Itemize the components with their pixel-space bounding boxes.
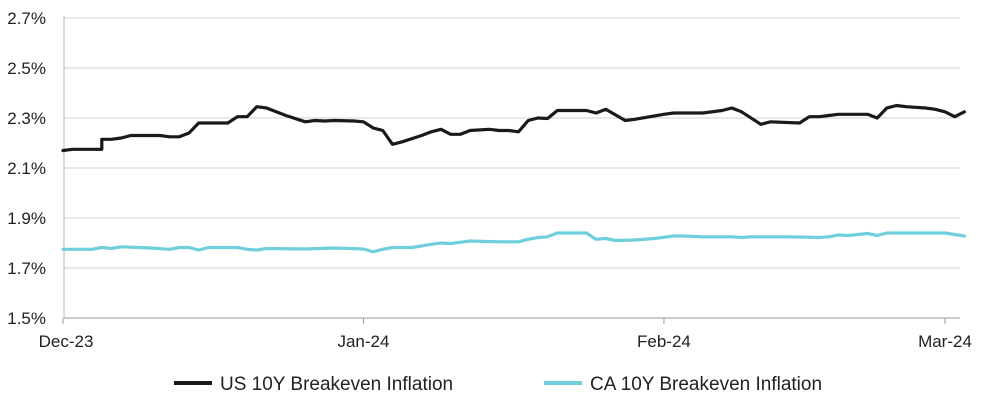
- x-tick-label: Feb-24: [637, 332, 691, 351]
- y-tick-label: 1.5%: [7, 309, 46, 328]
- y-tick-label: 1.7%: [7, 259, 46, 278]
- y-tick-label: 2.1%: [7, 159, 46, 178]
- y-tick-label: 2.7%: [7, 9, 46, 28]
- legend: US 10Y Breakeven Inflation CA 10Y Breakev…: [174, 374, 822, 395]
- y-tick-label: 2.5%: [7, 59, 46, 78]
- gridlines: [64, 17, 960, 269]
- series-line-us: [61, 103, 966, 153]
- x-tick-label: Dec-23: [39, 332, 94, 351]
- series-line-ca: [61, 231, 966, 254]
- plot-series: [61, 103, 966, 254]
- legend-label: US 10Y Breakeven Inflation: [220, 374, 453, 395]
- x-tick-label: Mar-24: [918, 332, 972, 351]
- y-tick-label: 2.3%: [7, 109, 46, 128]
- y-axis: 1.5% 1.7% 1.9% 2.1% 2.3% 2.5% 2.7%: [7, 9, 65, 328]
- x-axis: Dec-23 Jan-24 Feb-24 Mar-24: [39, 317, 972, 351]
- y-tick-label: 1.9%: [7, 209, 46, 228]
- legend-label: CA 10Y Breakeven Inflation: [590, 374, 822, 395]
- x-tick-label: Jan-24: [337, 332, 389, 351]
